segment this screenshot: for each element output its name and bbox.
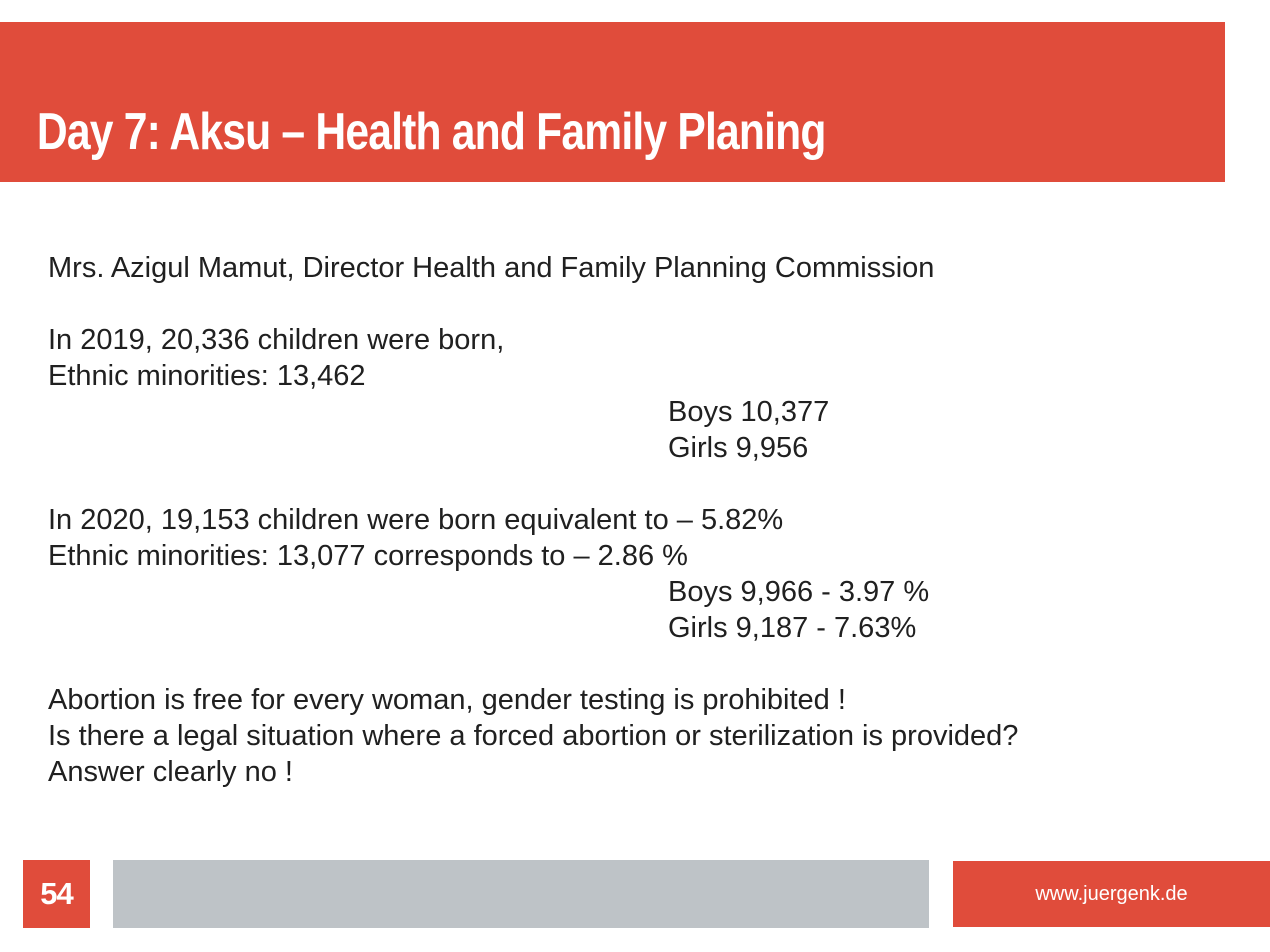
minorities-2019-line: Ethnic minorities: 13,462 [48,360,366,392]
website-label: www.juergenk.de [1035,882,1188,905]
boys-2020-line: Boys 9,966 - 3.97 % [668,576,930,608]
answer-line: Answer clearly no ! [48,756,293,788]
abortion-statement-line: Abortion is free for every woman, gender… [48,684,846,716]
births-2019-line: In 2019, 20,336 children were born, [48,324,505,356]
page-number-badge: 54 [23,860,90,928]
slide-title: Day 7: Aksu – Health and Family Planing [36,103,826,161]
blank-line [48,466,1228,502]
boys-2019-line: Boys 10,377 [668,396,830,428]
girls-2019-line: Girls 9,956 [668,432,809,464]
page-number: 54 [40,876,73,911]
blank-line [48,646,1228,682]
births-2020-line: In 2020, 19,153 children were born equiv… [48,504,784,536]
slide-body: Mrs. Azigul Mamut, Director Health and F… [48,250,1228,790]
blank-line [48,286,1228,322]
intro-line: Mrs. Azigul Mamut, Director Health and F… [48,252,935,284]
header-band: Day 7: Aksu – Health and Family Planing [0,22,1225,182]
minorities-2020-line: Ethnic minorities: 13,077 corresponds to… [48,540,688,572]
footer-gray-bar [113,860,929,928]
website-badge: www.juergenk.de [953,861,1270,927]
girls-2020-line: Girls 9,187 - 7.63% [668,612,917,644]
legal-question-line: Is there a legal situation where a force… [48,720,1019,752]
